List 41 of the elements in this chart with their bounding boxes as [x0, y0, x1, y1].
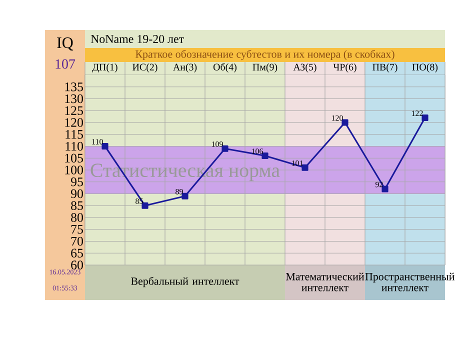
x-tick-label: АЗ(5): [293, 63, 316, 72]
y-tick-label: 60: [71, 260, 83, 270]
text: IQ: [57, 37, 74, 51]
y-tick-label: 75: [71, 225, 83, 234]
text: 107: [56, 59, 76, 69]
band-label: Математический интеллект: [286, 272, 364, 292]
x-tick-label: ПВ(7): [372, 63, 398, 72]
y-tick-label: 100: [65, 166, 83, 174]
point: [382, 186, 388, 192]
point: [342, 119, 348, 126]
x-tick-label: Пм(9): [252, 63, 278, 72]
x-tick-label: ЧР(6): [333, 63, 356, 72]
y-tick-label: 90: [70, 189, 83, 198]
x-tick-label: ДП(1): [92, 63, 118, 72]
y-tick-label: 110: [66, 142, 83, 151]
point: [302, 164, 308, 171]
band-label: Вербальный интеллект: [131, 276, 240, 288]
chart-title: NoName 19-20 лет: [90, 34, 184, 44]
y-tick-label: 115: [66, 130, 83, 139]
y-tick-label: 80: [71, 213, 83, 222]
y-tick-label: 95: [70, 178, 83, 186]
x-tick-label: ИС(2): [132, 63, 158, 72]
x-tick-label: ПО(8): [412, 63, 438, 72]
chart-subtitle: Краткое обозначение субтестов и их номера (в скобках): [136, 50, 394, 60]
point: [262, 152, 268, 160]
point: [102, 142, 108, 150]
y-tick-label: 65: [71, 248, 83, 258]
y-tick-label: 135: [65, 82, 83, 92]
point: [222, 145, 228, 152]
y-tick-label: 85: [71, 201, 83, 210]
point: [142, 202, 148, 209]
band-label: Пространственный интеллект: [365, 272, 454, 292]
y-tick-label: 120: [65, 118, 83, 127]
y-tick-label: 125: [65, 106, 83, 115]
y-tick-label: 130: [65, 94, 83, 104]
x-tick-label: Ан(3): [173, 63, 197, 72]
point: [422, 114, 428, 122]
y-tick-label: 105: [65, 154, 83, 162]
point: [182, 192, 188, 200]
y-tick-label: 70: [71, 236, 83, 246]
x-tick-label: Об(4): [213, 63, 236, 72]
